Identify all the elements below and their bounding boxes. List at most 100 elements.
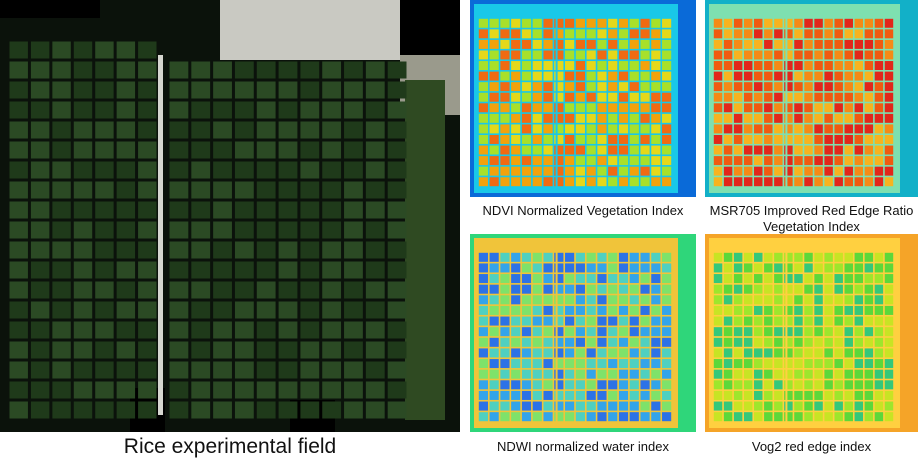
index-plot [651,274,661,284]
index-plot [629,327,639,337]
index-plot [764,29,773,39]
index-plot [586,263,596,273]
index-plot [804,103,813,113]
index-plot [804,263,813,273]
index-plot [854,380,864,390]
index-plot [713,92,723,102]
index-plot [489,412,499,422]
index-plot [774,166,783,176]
index-plot [478,113,488,123]
index-plot [764,305,773,315]
rice-plot [9,221,28,239]
index-plot [629,274,639,284]
index-plot [824,29,833,39]
index-plot [521,380,532,390]
index-plot [500,61,510,71]
rice-plot [256,261,276,279]
rice-plot [30,121,50,139]
index-plot [784,134,793,144]
rice-plot [234,61,254,79]
index-plot [844,390,853,400]
index-plot [608,113,618,123]
index-plot [804,71,813,81]
index-plot [884,284,894,294]
rice-plot [213,301,232,319]
index-plot [814,316,823,326]
index-plot [723,252,733,262]
index-plot [723,71,733,81]
rice-plot [30,221,50,239]
index-plot [834,124,843,134]
index-plot [543,50,553,60]
index-plot [764,156,773,166]
index-plot [754,39,763,49]
rice-plot [9,141,28,159]
index-plot [774,39,783,49]
index-plot [532,305,542,315]
index-plot [565,134,575,144]
index-plot [754,359,763,369]
index-plot [554,103,564,113]
index-plot [511,134,521,144]
rice-plot [138,121,157,139]
index-plot [532,61,542,71]
index-plot [521,348,532,358]
index-plot [743,71,753,81]
index-plot [543,82,553,92]
index-plot [586,369,596,379]
index-plot [794,295,803,305]
index-plot [478,284,488,294]
index-plot [608,156,618,166]
index-plot [651,252,661,262]
index-plot [794,82,803,92]
index-plot [794,18,803,28]
index-plot [521,390,532,400]
index-plot [575,71,585,81]
index-plot [713,348,723,358]
index-plot [824,359,833,369]
index-plot [844,39,853,49]
index-plot [651,263,661,273]
index-plot [754,134,763,144]
index-plot [774,92,783,102]
index-plot [814,61,823,71]
index-plot [662,18,672,28]
index-plot [723,61,733,71]
index-plot [874,348,884,358]
rice-plot [95,381,114,399]
index-plot [844,295,853,305]
index-plot [575,124,585,134]
index-plot [874,327,884,337]
index-plot [478,263,488,273]
index-plot [854,348,864,358]
index-plot [774,263,783,273]
index-plot [543,401,553,411]
index-plot [662,177,672,187]
rice-plot [300,221,320,239]
index-plot [713,274,723,284]
index-plot [874,263,884,273]
rice-plot [300,281,320,299]
index-plot [532,18,542,28]
rice-plot [213,161,232,179]
index-plot [784,177,793,187]
index-plot [662,39,672,49]
rice-plot [322,321,342,339]
rice-plot [169,341,189,359]
index-plot [521,166,532,176]
index-plot [844,359,853,369]
index-plot [629,380,639,390]
rice-plot [300,321,320,339]
index-plot [794,284,803,294]
index-plot [618,156,629,166]
rice-plot [387,301,407,319]
index-plot [532,316,542,326]
index-plot [511,82,521,92]
rice-plot [95,221,114,239]
index-plot [478,50,488,60]
index-plot [543,305,553,315]
index-plot [723,348,733,358]
index-plot [651,380,661,390]
index-plot [629,124,639,134]
index-plot [884,124,894,134]
